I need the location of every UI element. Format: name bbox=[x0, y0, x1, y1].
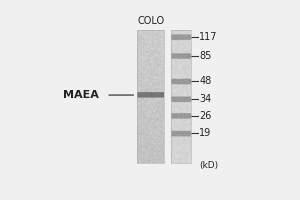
Text: 48: 48 bbox=[199, 76, 211, 86]
Text: (kD): (kD) bbox=[199, 161, 218, 170]
Text: 19: 19 bbox=[199, 128, 211, 138]
Text: 85: 85 bbox=[199, 51, 212, 61]
Text: MAEA: MAEA bbox=[63, 90, 99, 100]
Text: 117: 117 bbox=[199, 32, 218, 42]
Text: 26: 26 bbox=[199, 111, 212, 121]
Text: 34: 34 bbox=[199, 94, 211, 104]
Text: COLO: COLO bbox=[137, 16, 164, 26]
